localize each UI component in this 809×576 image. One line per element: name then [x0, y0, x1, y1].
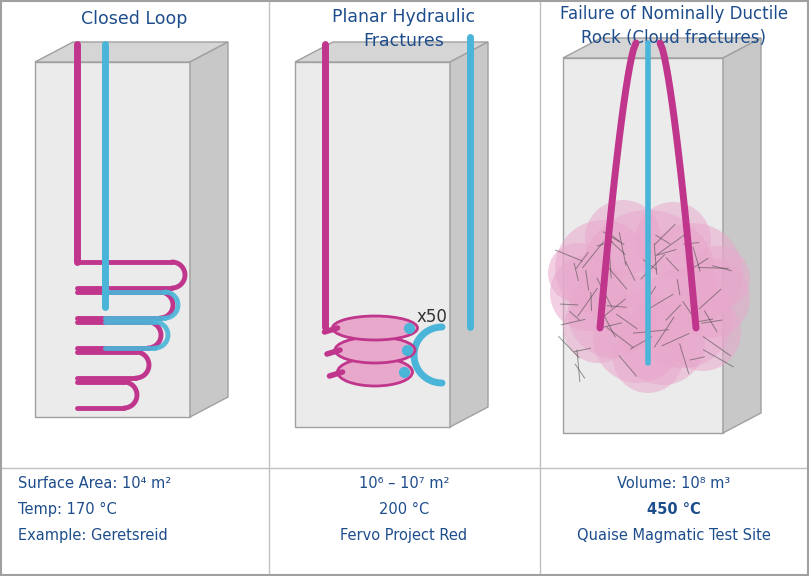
Text: 450 °C: 450 °C: [647, 502, 701, 517]
Polygon shape: [35, 42, 228, 62]
Text: Fervo Project Red: Fervo Project Red: [341, 528, 468, 543]
Text: Planar Hydraulic
Fractures: Planar Hydraulic Fractures: [332, 8, 476, 50]
Polygon shape: [295, 62, 450, 427]
Text: 200 °C: 200 °C: [379, 502, 429, 517]
Text: Surface Area: 10⁴ m²: Surface Area: 10⁴ m²: [18, 476, 172, 491]
Circle shape: [633, 268, 733, 368]
Circle shape: [670, 258, 750, 338]
Ellipse shape: [335, 337, 415, 363]
Text: Failure of Nominally Ductile
Rock (Cloud fractures): Failure of Nominally Ductile Rock (Cloud…: [560, 5, 788, 47]
Circle shape: [585, 200, 661, 276]
Circle shape: [613, 323, 683, 393]
Circle shape: [550, 255, 626, 331]
Text: Temp: 170 °C: Temp: 170 °C: [18, 502, 116, 517]
Polygon shape: [563, 38, 761, 58]
Circle shape: [643, 223, 743, 323]
Circle shape: [686, 246, 750, 310]
Circle shape: [555, 220, 651, 316]
Ellipse shape: [337, 358, 413, 386]
Circle shape: [593, 293, 683, 383]
Polygon shape: [190, 42, 228, 417]
Text: Closed Loop: Closed Loop: [81, 10, 187, 28]
Text: x50: x50: [417, 308, 448, 326]
Text: Quaise Magmatic Test Site: Quaise Magmatic Test Site: [577, 528, 771, 543]
Text: Example: Geretsreid: Example: Geretsreid: [18, 528, 167, 543]
Polygon shape: [563, 58, 723, 433]
Circle shape: [580, 210, 716, 346]
Polygon shape: [35, 62, 190, 417]
Circle shape: [568, 268, 658, 358]
Circle shape: [563, 293, 633, 363]
Ellipse shape: [332, 316, 417, 340]
Text: Volume: 10⁸ m³: Volume: 10⁸ m³: [617, 476, 731, 491]
Polygon shape: [450, 42, 488, 427]
Circle shape: [621, 301, 705, 385]
Circle shape: [665, 295, 741, 371]
Circle shape: [635, 202, 711, 278]
Text: 10⁶ – 10⁷ m²: 10⁶ – 10⁷ m²: [358, 476, 449, 491]
Polygon shape: [723, 38, 761, 433]
Circle shape: [548, 243, 608, 303]
Polygon shape: [295, 42, 488, 62]
